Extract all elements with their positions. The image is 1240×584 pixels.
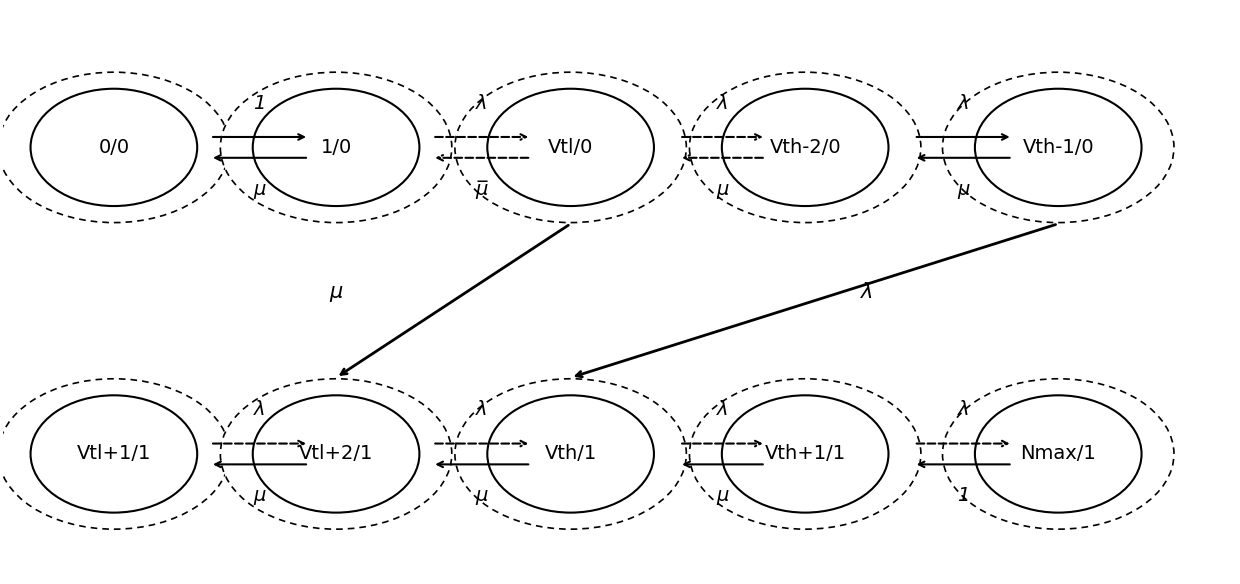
Text: Vtl+2/1: Vtl+2/1 <box>299 444 373 464</box>
Ellipse shape <box>0 379 229 529</box>
Ellipse shape <box>942 379 1174 529</box>
Ellipse shape <box>975 395 1142 513</box>
Text: λ: λ <box>861 282 873 302</box>
Text: Vth-1/0: Vth-1/0 <box>1023 138 1094 157</box>
Ellipse shape <box>455 72 687 223</box>
Text: μ̅: μ̅ <box>476 180 487 199</box>
Text: μ: μ <box>253 180 265 199</box>
Text: 0/0: 0/0 <box>98 138 129 157</box>
Text: Vth/1: Vth/1 <box>544 444 596 464</box>
Text: μ: μ <box>476 486 487 505</box>
Text: 1/0: 1/0 <box>320 138 352 157</box>
Ellipse shape <box>253 89 419 206</box>
Text: μ: μ <box>253 486 265 505</box>
Text: Vth+1/1: Vth+1/1 <box>765 444 846 464</box>
Ellipse shape <box>689 379 921 529</box>
Ellipse shape <box>722 395 889 513</box>
Ellipse shape <box>221 379 451 529</box>
Text: Vtl+1/1: Vtl+1/1 <box>77 444 151 464</box>
Text: λ: λ <box>957 93 968 113</box>
Text: 1: 1 <box>253 93 265 113</box>
Ellipse shape <box>975 89 1142 206</box>
Text: Vth-2/0: Vth-2/0 <box>769 138 841 157</box>
Ellipse shape <box>31 89 197 206</box>
Ellipse shape <box>722 89 889 206</box>
Ellipse shape <box>253 395 419 513</box>
Text: Nmax/1: Nmax/1 <box>1021 444 1096 464</box>
Text: λ: λ <box>717 400 728 419</box>
Text: λ: λ <box>717 93 728 113</box>
Text: Vtl/0: Vtl/0 <box>548 138 593 157</box>
Text: λ: λ <box>957 400 968 419</box>
Text: λ: λ <box>254 400 265 419</box>
Ellipse shape <box>487 89 653 206</box>
Ellipse shape <box>0 72 229 223</box>
Text: μ: μ <box>717 486 729 505</box>
Ellipse shape <box>221 72 451 223</box>
Ellipse shape <box>455 379 687 529</box>
Text: λ: λ <box>476 93 487 113</box>
Text: μ: μ <box>957 180 970 199</box>
Text: μ: μ <box>330 282 342 302</box>
Text: μ: μ <box>717 180 729 199</box>
Ellipse shape <box>31 395 197 513</box>
Ellipse shape <box>487 395 653 513</box>
Text: λ: λ <box>476 400 487 419</box>
Text: 1: 1 <box>957 486 970 505</box>
Ellipse shape <box>689 72 921 223</box>
Ellipse shape <box>942 72 1174 223</box>
